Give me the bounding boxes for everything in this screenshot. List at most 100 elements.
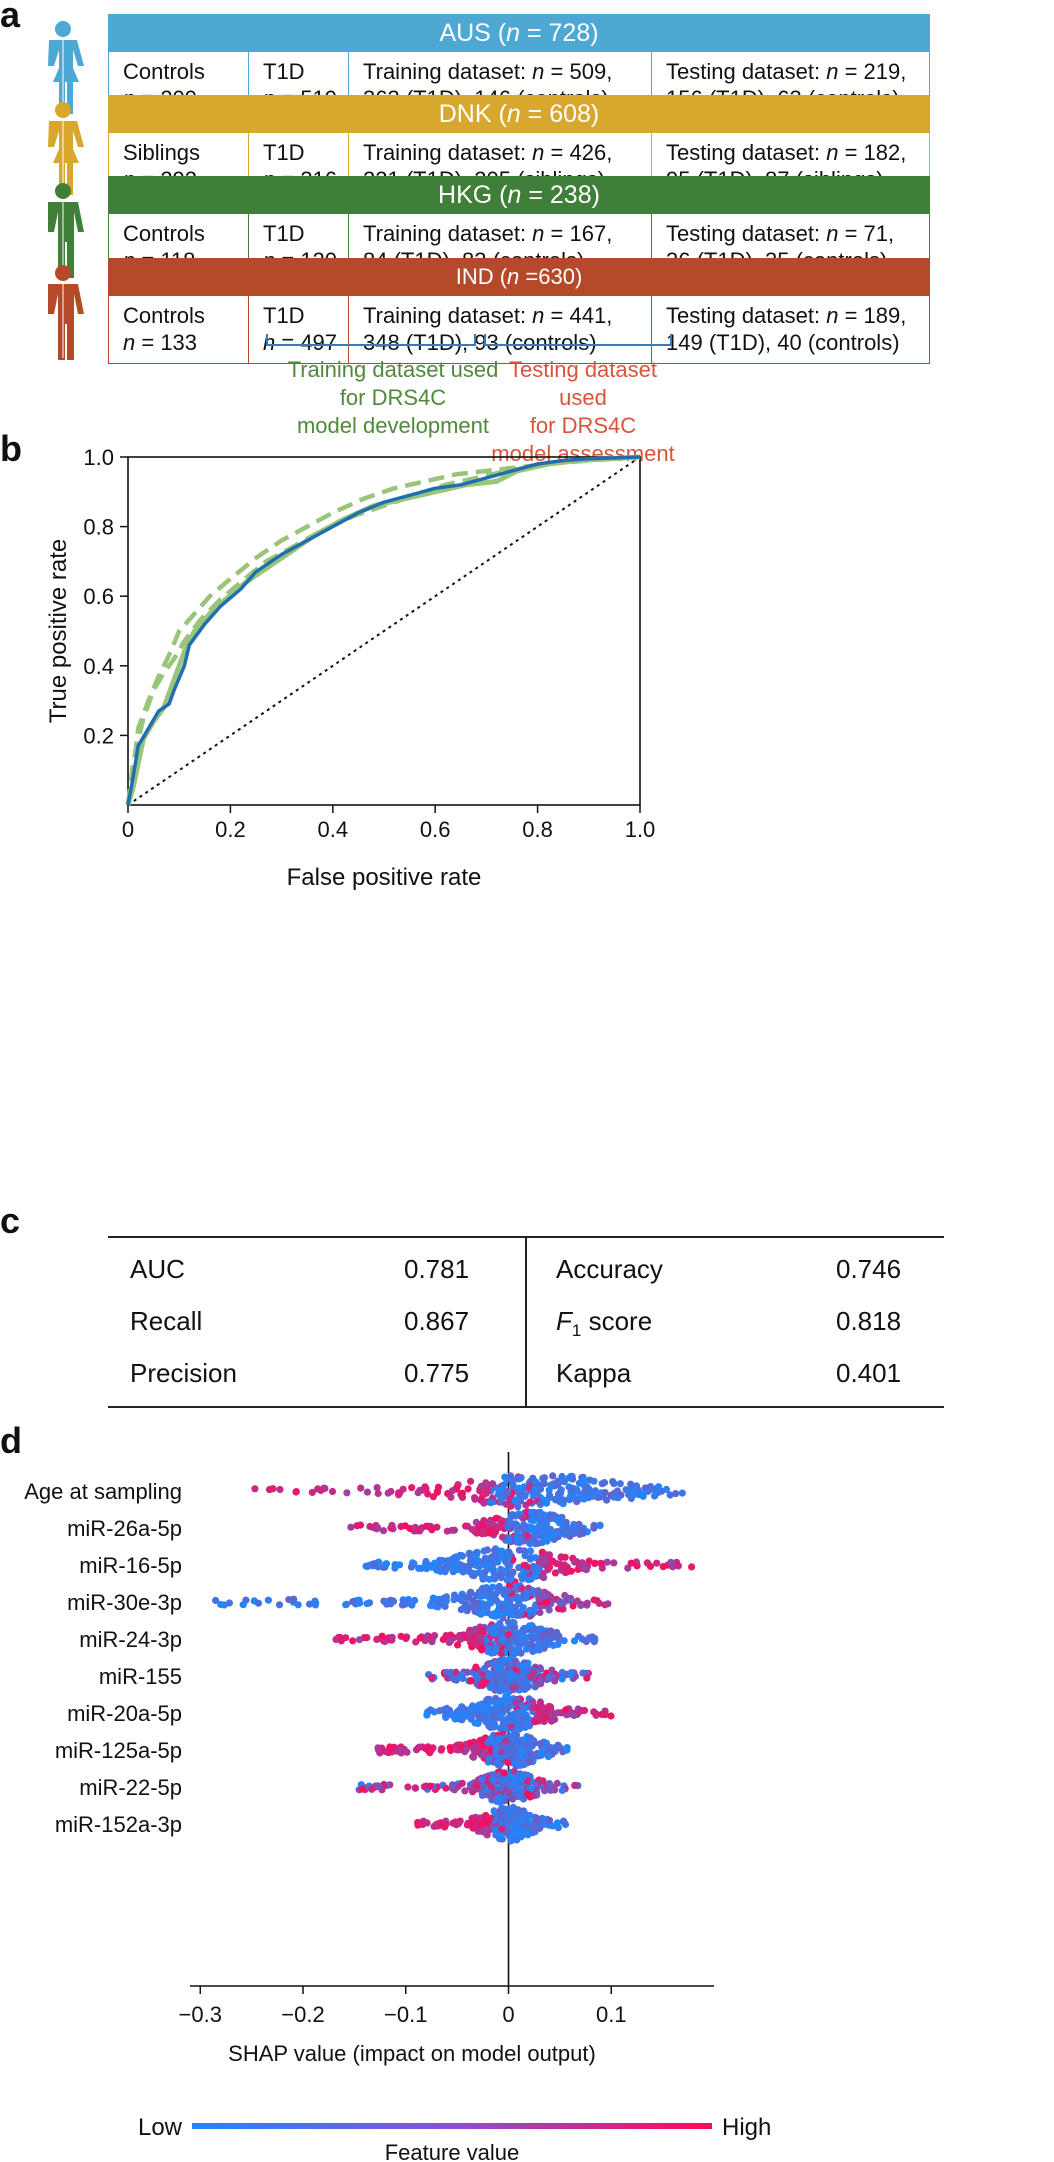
- shap-point: [416, 1634, 424, 1642]
- shap-point: [560, 1496, 568, 1504]
- shap-point: [493, 1797, 501, 1805]
- shap-point: [484, 1672, 492, 1680]
- shap-point: [446, 1744, 454, 1752]
- shap-point: [466, 1551, 474, 1559]
- shap-point: [442, 1668, 450, 1676]
- shap-point: [473, 1548, 481, 1556]
- colorbar: [192, 2123, 712, 2129]
- shap-point: [374, 1489, 382, 1498]
- shap-point: [547, 1481, 555, 1489]
- shap-point: [379, 1527, 388, 1535]
- x-tick-label: 0.2: [215, 817, 246, 842]
- shap-point: [535, 1595, 543, 1603]
- shap-point: [515, 1546, 524, 1554]
- shap-point: [603, 1558, 611, 1566]
- shap-point: [540, 1474, 549, 1482]
- shap-point: [312, 1599, 320, 1607]
- shap-point: [493, 1611, 501, 1619]
- roc-series-blue-solid: [126, 455, 641, 806]
- shap-point: [471, 1743, 479, 1751]
- shap-point: [654, 1483, 663, 1491]
- shap-point: [317, 1486, 325, 1495]
- shap-point: [590, 1477, 598, 1485]
- shap-point: [616, 1480, 624, 1488]
- shap-point: [403, 1748, 411, 1756]
- shap-point: [462, 1746, 470, 1754]
- shap-point: [558, 1668, 566, 1677]
- shap-point: [507, 1711, 516, 1720]
- shap-point: [494, 1759, 502, 1767]
- shap-point: [545, 1551, 554, 1559]
- shap-point: [477, 1592, 485, 1601]
- shap-point: [417, 1564, 425, 1572]
- shap-point: [500, 1770, 508, 1778]
- shap-point: [511, 1638, 519, 1646]
- shap-point: [411, 1784, 419, 1792]
- shap-point: [492, 1699, 500, 1707]
- shap-point: [508, 1569, 517, 1577]
- shap-point: [469, 1556, 477, 1564]
- shap-point: [553, 1516, 561, 1524]
- shap-point: [545, 1606, 553, 1614]
- shap-point: [458, 1716, 466, 1724]
- shap-point: [595, 1599, 603, 1607]
- shap-point: [533, 1814, 541, 1822]
- shap-point: [575, 1562, 584, 1570]
- roc-series-green-dashed-2: [125, 454, 641, 806]
- shap-point: [515, 1750, 523, 1758]
- shap-point: [498, 1825, 506, 1833]
- shap-point: [449, 1568, 457, 1576]
- shap-point: [498, 1533, 507, 1541]
- shap-point: [342, 1634, 350, 1642]
- shap-point: [506, 1697, 514, 1705]
- shap-point: [420, 1783, 428, 1791]
- shap-point: [515, 1826, 524, 1834]
- shap-point: [516, 1770, 524, 1778]
- shap-point: [448, 1711, 456, 1719]
- shap-point: [488, 1480, 497, 1488]
- person-female-icon: [48, 102, 84, 195]
- shap-point: [563, 1530, 571, 1538]
- shap-point: [506, 1753, 514, 1761]
- shap-point: [466, 1739, 474, 1747]
- testing-note-line: Testing dataset used: [509, 357, 657, 410]
- shap-point: [589, 1492, 597, 1500]
- cohort-ind: IND (n =630) Controls n = 133 T1D n = 497 Tra…: [108, 258, 930, 364]
- shap-point: [488, 1518, 496, 1527]
- shap-point: [519, 1604, 528, 1612]
- shap-point: [478, 1646, 486, 1654]
- shap-point: [583, 1601, 591, 1609]
- metrics-table: AUC 0.781 Recall 0.867 Precision 0.775 A…: [108, 1236, 944, 1408]
- shap-point: [520, 1705, 528, 1713]
- shap-point: [498, 1547, 506, 1555]
- shap-point: [458, 1597, 466, 1605]
- shap-point: [463, 1522, 471, 1530]
- shap-point: [521, 1552, 529, 1560]
- shap-point: [570, 1637, 579, 1645]
- shap-point: [558, 1675, 566, 1683]
- shap-point: [349, 1637, 357, 1645]
- shap-point: [578, 1707, 586, 1715]
- shap-point: [504, 1631, 512, 1639]
- shap-point: [426, 1706, 435, 1714]
- shap-point: [242, 1596, 250, 1604]
- shap-point: [355, 1636, 364, 1644]
- shap-point: [472, 1719, 480, 1727]
- shap-point: [473, 1529, 481, 1537]
- shap-point: [507, 1644, 515, 1652]
- shap-point: [529, 1586, 537, 1594]
- head-shape: [55, 265, 71, 281]
- y-axis-label: True positive rate: [45, 539, 72, 724]
- shap-point: [439, 1635, 447, 1644]
- body-shape: [48, 40, 84, 114]
- shap-point: [276, 1485, 284, 1494]
- shap-point: [520, 1760, 528, 1768]
- shap-point: [332, 1635, 340, 1644]
- shap-point: [504, 1587, 512, 1595]
- feature-swarm: [414, 1803, 570, 1845]
- shap-point: [504, 1780, 512, 1788]
- shap-point: [563, 1746, 571, 1754]
- shap-point: [545, 1780, 554, 1788]
- shap-point: [437, 1746, 445, 1754]
- shap-point: [487, 1499, 495, 1507]
